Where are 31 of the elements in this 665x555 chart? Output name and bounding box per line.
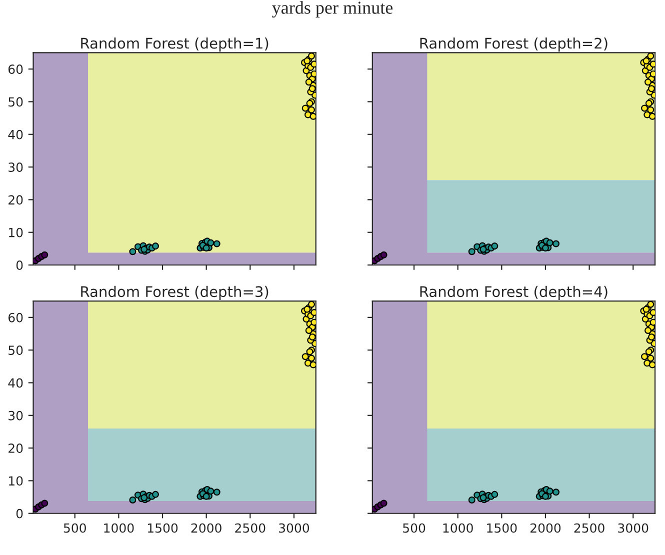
y-tick-label: 20 [8, 444, 23, 453]
x-tick-label: 2500 [235, 523, 266, 533]
y-tick-label: 10 [8, 476, 23, 486]
x-tick-label: 2500 [574, 523, 604, 533]
x-tick-label: 1500 [487, 523, 517, 533]
y-tick-label: 50 [8, 97, 23, 107]
y-tick-label: 30 [8, 410, 23, 420]
y-tick-label: 20 [8, 195, 23, 205]
y-tick-label: 60 [8, 64, 23, 74]
y-tick-label: 40 [8, 378, 23, 388]
x-tick-label: 1000 [104, 523, 134, 533]
y-tick-label: 10 [8, 228, 23, 238]
chart-title: Random Forest (depth=2) [420, 37, 608, 52]
y-tick-label: 0 [16, 508, 23, 518]
x-tick-label: 2000 [530, 523, 561, 533]
y-tick-label: 0 [16, 260, 23, 270]
x-tick-label: 1000 [443, 523, 473, 533]
chart-title: Random Forest (depth=3) [81, 286, 268, 300]
x-tick-label: 3000 [618, 523, 648, 533]
y-tick-label: 50 [8, 346, 23, 356]
x-tick-label: 500 [64, 523, 86, 533]
chart-title: Random Forest (depth=1) [81, 37, 268, 52]
y-tick-label: 60 [8, 312, 23, 322]
y-tick-label: 40 [8, 130, 23, 140]
text: yards per minute [272, 1, 393, 18]
x-tick-label: 1500 [148, 523, 178, 533]
x-tick-label: 3000 [279, 523, 310, 533]
x-tick-label: 500 [403, 523, 426, 533]
y-tick-label: 30 [8, 162, 23, 172]
chart-title: Random Forest (depth=4) [420, 286, 608, 300]
x-tick-label: 2000 [191, 523, 222, 533]
